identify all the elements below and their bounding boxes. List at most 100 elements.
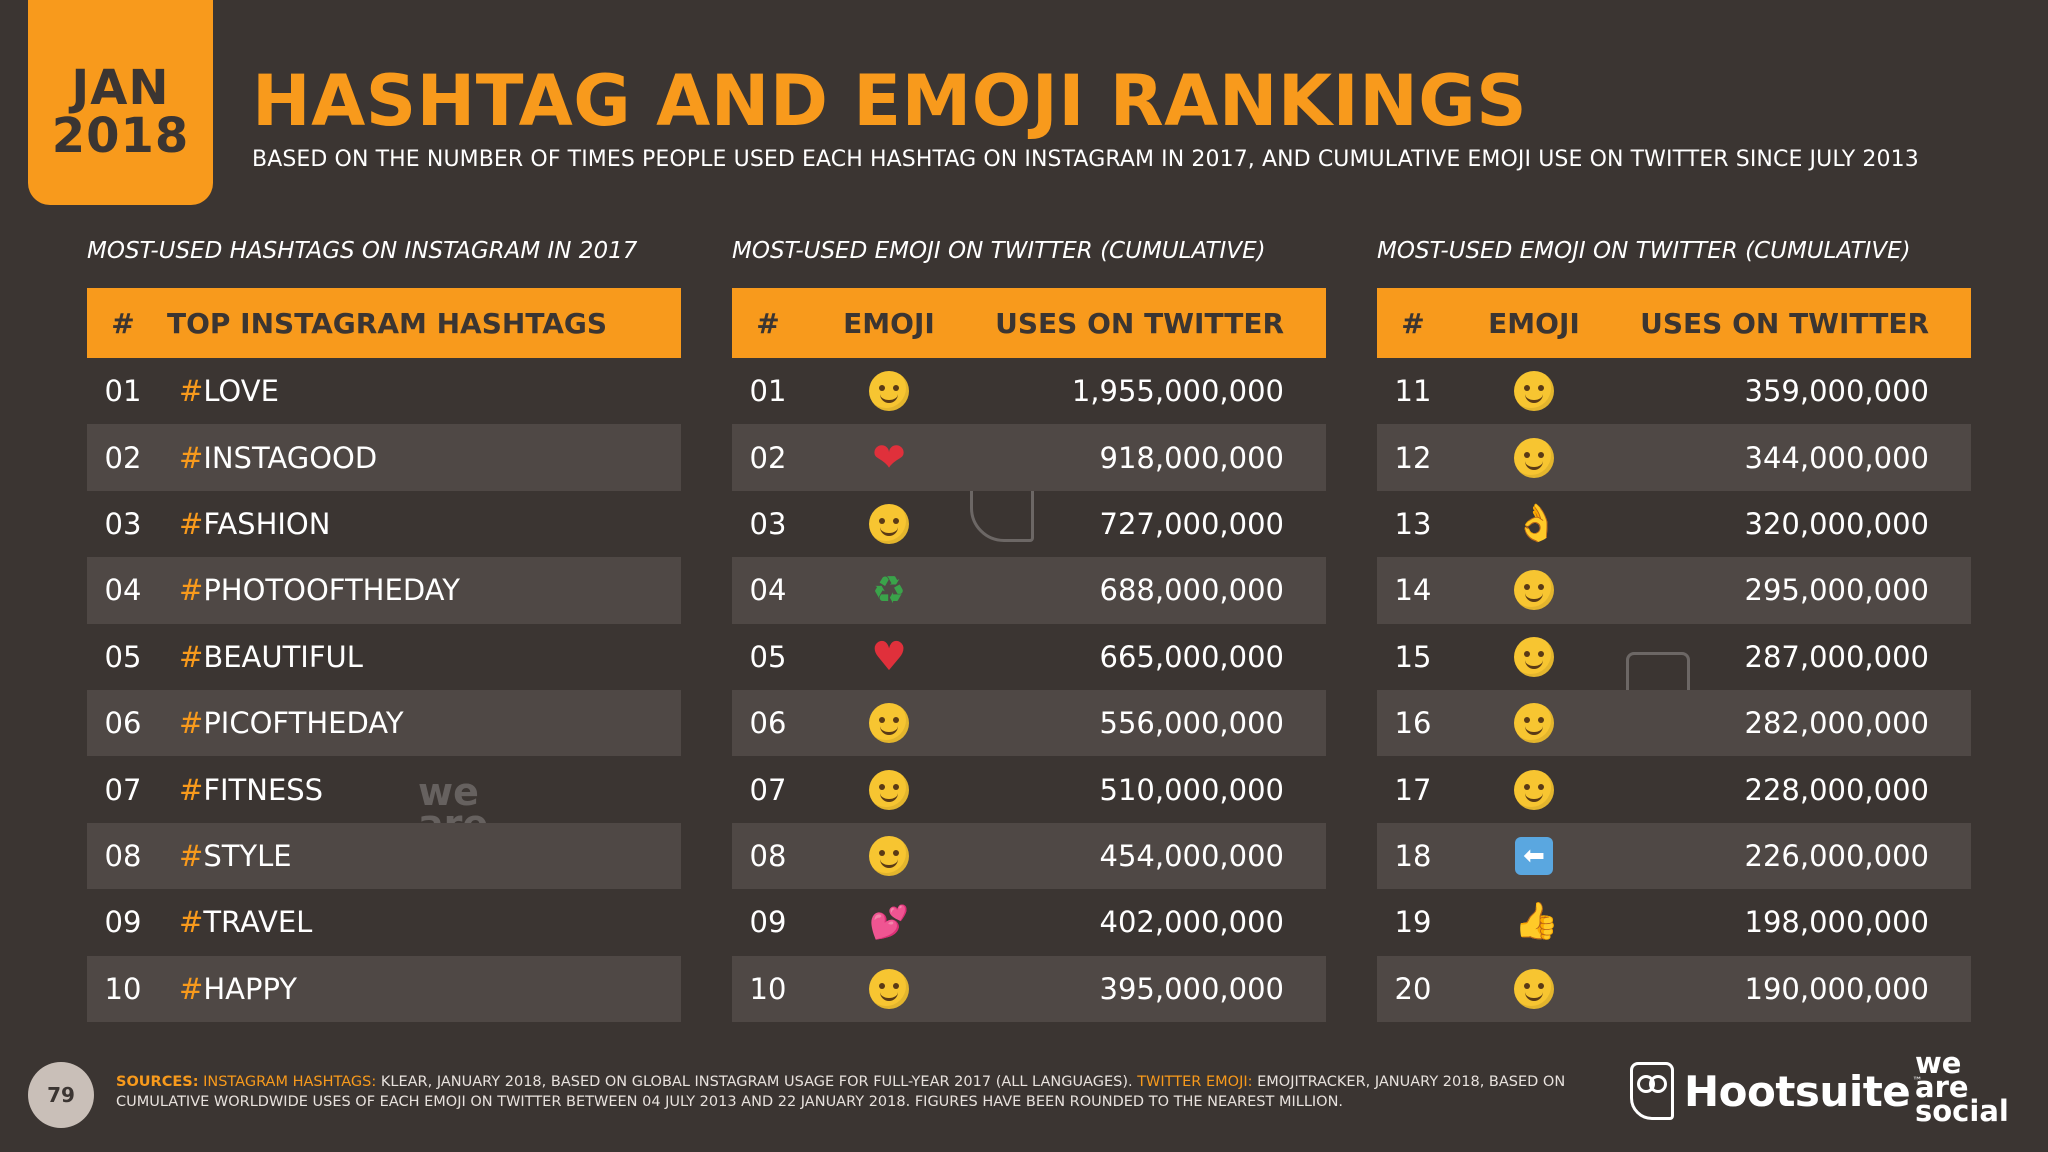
emoji-cell: [1449, 968, 1619, 1009]
table-row: 11 359,000,000: [1377, 358, 1971, 424]
rank-cell: 18: [1394, 838, 1432, 873]
rank-cell: 13: [1394, 506, 1432, 541]
emoji-cell: [804, 769, 974, 810]
hashtag-cell: #HAPPY: [159, 972, 681, 1006]
hootsuite-wordmark: Hootsuite: [1684, 1066, 1911, 1116]
hash-symbol: #: [179, 506, 204, 541]
uses-cell: 198,000,000: [1744, 905, 1930, 940]
recycle-icon: ♻: [871, 568, 907, 613]
emoji-mouth: [1525, 393, 1543, 404]
unamused-face-icon: [869, 835, 909, 876]
rank-cell: 09: [749, 905, 787, 940]
uses-cell: 688,000,000: [1099, 573, 1285, 608]
hashtag-cell: #LOVE: [159, 374, 681, 408]
hashtag-cell: #FASHION: [159, 507, 681, 541]
rank-cell: 05: [749, 639, 787, 674]
table-row: 14 295,000,000: [1377, 557, 1971, 624]
instagram-source-label: INSTAGRAM HASHTAGS:: [203, 1074, 377, 1090]
hashtag-cell: #PICOFTHEDAY: [159, 706, 681, 740]
emoji-caption-right: MOST-USED EMOJI ON TWITTER (CUMULATIVE): [1377, 238, 1911, 264]
grinning-face-icon: [1514, 703, 1554, 744]
emoji-cell: [804, 968, 974, 1009]
table-row: 02 #INSTAGOOD: [87, 424, 681, 491]
was-we: we: [1915, 1046, 1962, 1080]
hash-symbol: #: [179, 573, 204, 608]
emoji-caption-left: MOST-USED EMOJI ON TWITTER (CUMULATIVE): [732, 238, 1266, 264]
uses-cell: 665,000,000: [1099, 639, 1285, 674]
table-row: 02 ❤ 918,000,000: [732, 424, 1326, 491]
emoji-cell: [804, 371, 974, 412]
face-blowing-kiss-icon: [869, 968, 909, 1009]
rank-cell: 03: [749, 506, 787, 541]
emoji-table-header-left: # EMOJI USES ON TWITTER: [732, 288, 1326, 358]
rank-cell: 02: [749, 440, 787, 475]
hashtag-text: STYLE: [203, 838, 292, 873]
emoji-mouth: [1525, 659, 1543, 669]
table-row: 20 190,000,000: [1377, 955, 1971, 1022]
table-row: 12 344,000,000: [1377, 424, 1971, 491]
emoji-panel-top10: MOST-USED EMOJI ON TWITTER (CUMULATIVE) …: [732, 238, 1326, 1022]
table-row: 10 #HAPPY: [87, 955, 681, 1022]
emoji-mouth: [880, 792, 898, 802]
hashtag-text: FITNESS: [203, 772, 324, 807]
uses-cell: 226,000,000: [1744, 838, 1930, 873]
uses-cell: 228,000,000: [1744, 772, 1930, 807]
table-row: 06 #PICOFTHEDAY: [87, 689, 681, 757]
table-row: 04 #PHOTOOFTHEDAY: [87, 557, 681, 624]
emoji-cell: [804, 835, 974, 876]
twitter-source-label: TWITTER EMOJI:: [1137, 1074, 1253, 1090]
emoji-rows-left: 01 1,955,000,000 02 ❤ 918,000,000 03 727,000,0…: [732, 358, 1326, 1022]
col-rank-header: #: [111, 306, 135, 340]
uses-cell: 282,000,000: [1744, 706, 1930, 741]
weary-face-icon: [1514, 371, 1554, 412]
rank-cell: 16: [1394, 706, 1432, 741]
hootsuite-owl-icon: [1630, 1062, 1674, 1120]
emoji-mouth: [880, 858, 898, 868]
hashtags-caption: MOST-USED HASHTAGS ON INSTAGRAM IN 2017: [87, 238, 638, 264]
rank-cell: 07: [749, 772, 787, 807]
uses-cell: 918,000,000: [1099, 440, 1285, 475]
hashtag-text: HAPPY: [203, 971, 298, 1006]
emoji-cell: [1449, 570, 1619, 611]
rank-cell: 01: [749, 374, 787, 409]
hashtag-text: TRAVEL: [203, 905, 313, 940]
col-hashtag-header: TOP INSTAGRAM HASHTAGS: [167, 306, 608, 340]
uses-cell: 727,000,000: [1099, 506, 1285, 541]
emoji-cell: [1449, 769, 1619, 810]
uses-cell: 395,000,000: [1099, 971, 1285, 1006]
hootsuite-logo: Hootsuite ™: [1630, 1062, 1922, 1120]
emoji-mouth: [880, 393, 898, 404]
ok-hand-icon: 👌: [1514, 502, 1559, 544]
table-row: 17 228,000,000: [1377, 756, 1971, 822]
uses-cell: 359,000,000: [1744, 374, 1930, 409]
trademark-mark: ™: [1912, 1076, 1923, 1087]
rank-cell: 10: [749, 971, 787, 1006]
rank-cell: 12: [1394, 440, 1432, 475]
sources-note: SOURCES: INSTAGRAM HASHTAGS: KLEAR, JANU…: [116, 1072, 1576, 1113]
hashtag-text: PHOTOOFTHEDAY: [203, 573, 460, 608]
table-row: 08 #STYLE: [87, 822, 681, 890]
emoji-mouth: [880, 725, 898, 736]
table-row: 16 282,000,000: [1377, 689, 1971, 757]
table-row: 06 556,000,000: [732, 689, 1326, 757]
uses-cell: 320,000,000: [1744, 506, 1930, 541]
was-social: social: [1915, 1093, 2009, 1128]
col-uses-header: USES ON TWITTER: [1640, 306, 1929, 340]
hashtag-text: FASHION: [203, 506, 331, 541]
emoji-cell: [1449, 371, 1619, 412]
table-row: 03 #FASHION: [87, 491, 681, 557]
rank-cell: 01: [104, 374, 142, 409]
hashtag-cell: #PHOTOOFTHEDAY: [159, 573, 681, 607]
emoji-cell: 👌: [1449, 502, 1619, 544]
hash-symbol: #: [179, 639, 204, 674]
table-row: 18 ⬅ 226,000,000: [1377, 822, 1971, 890]
hash-symbol: #: [179, 838, 204, 873]
table-row: 05 #BEAUTIFUL: [87, 624, 681, 690]
hash-symbol: #: [179, 374, 204, 409]
rank-cell: 02: [104, 440, 142, 475]
rank-cell: 07: [104, 772, 142, 807]
table-row: 03 727,000,000: [732, 491, 1326, 557]
loudly-crying-face-icon: [869, 703, 909, 744]
rank-cell: 08: [104, 838, 142, 873]
col-rank-header: #: [1401, 306, 1425, 340]
